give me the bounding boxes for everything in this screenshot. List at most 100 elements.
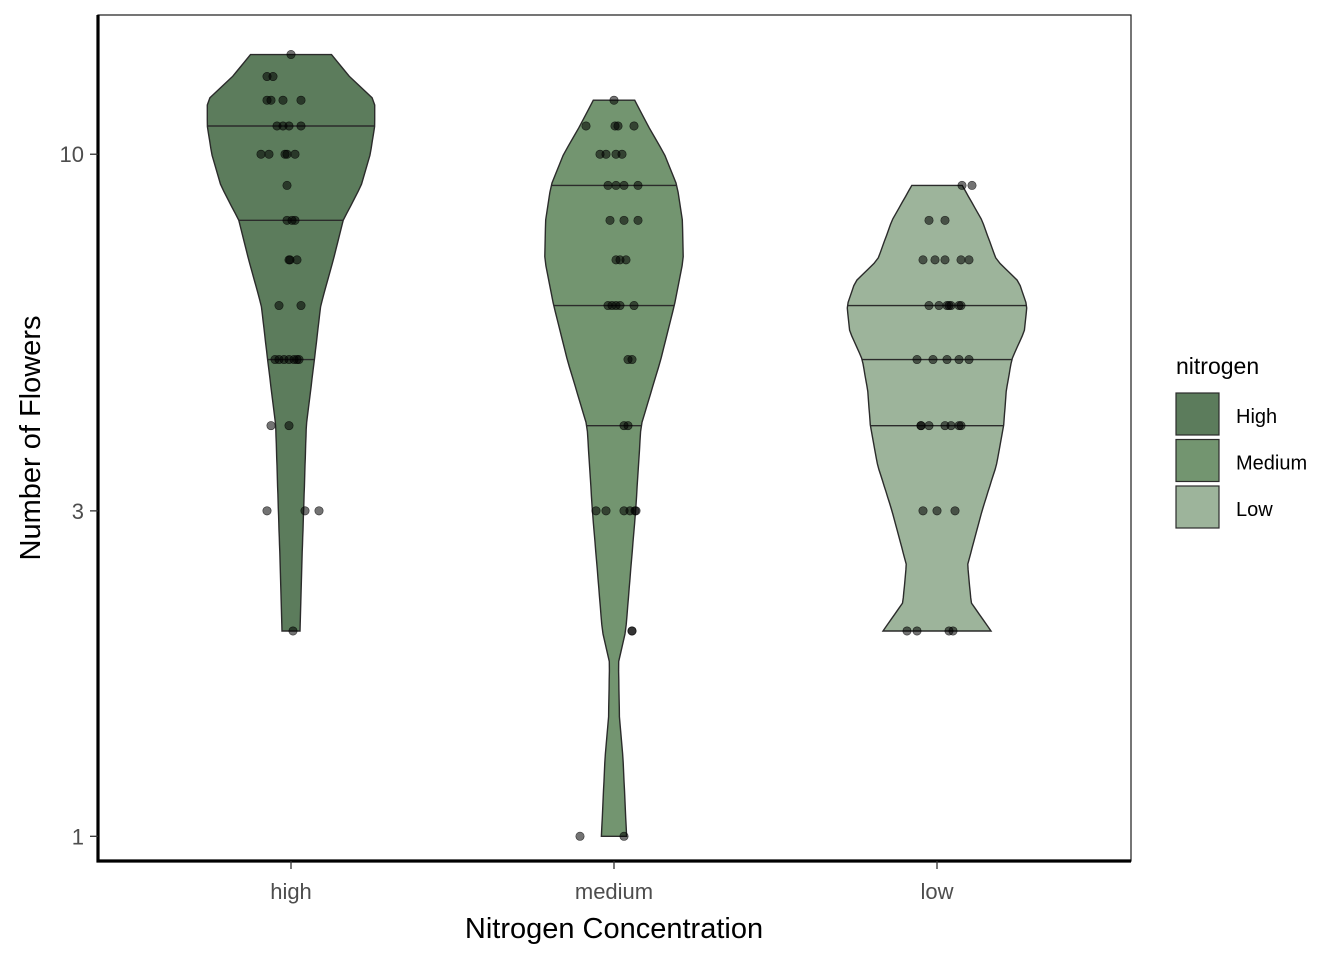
data-point: [292, 255, 302, 265]
x-tick-label: low: [920, 879, 953, 904]
data-point: [633, 215, 643, 225]
violin-high: [206, 53, 376, 632]
y-tick-label: 10: [60, 142, 84, 167]
data-point: [930, 255, 940, 265]
data-point: [916, 421, 926, 431]
data-point: [619, 180, 629, 190]
violin-group-high: [206, 50, 376, 636]
x-tick-label: high: [270, 879, 312, 904]
legend-key-medium: [1175, 438, 1220, 483]
data-point: [957, 180, 967, 190]
data-point: [610, 121, 620, 131]
data-point: [294, 355, 304, 365]
data-point: [284, 255, 294, 265]
y-axis-title: Number of Flowers: [15, 316, 47, 561]
data-point: [619, 831, 629, 841]
data-point: [627, 355, 637, 365]
data-point: [581, 121, 591, 131]
legend-title: nitrogen: [1176, 353, 1259, 379]
data-point: [964, 255, 974, 265]
data-point: [601, 506, 611, 516]
data-point: [912, 355, 922, 365]
data-point: [284, 355, 294, 365]
data-point: [256, 149, 266, 159]
data-point: [934, 301, 944, 311]
violin-group-medium: [544, 95, 684, 841]
data-point: [274, 301, 284, 311]
data-point: [288, 626, 298, 636]
data-point: [918, 506, 928, 516]
data-point: [296, 95, 306, 105]
x-axis-title: Nitrogen Concentration: [465, 913, 763, 945]
data-point: [284, 121, 294, 131]
data-point: [629, 121, 639, 131]
data-point: [611, 180, 621, 190]
data-point: [290, 149, 300, 159]
data-point: [956, 255, 966, 265]
violin-group-low: [846, 180, 1028, 636]
data-point: [619, 421, 629, 431]
x-tick-label: medium: [575, 879, 653, 904]
legend-label: Medium: [1236, 453, 1307, 475]
data-point: [286, 50, 296, 60]
axes: 1 3 10 high medium low: [60, 15, 1131, 904]
data-point: [282, 149, 292, 159]
data-point: [264, 149, 274, 159]
data-point: [964, 355, 974, 365]
data-point: [278, 95, 288, 105]
data-point: [296, 301, 306, 311]
data-point: [615, 301, 625, 311]
data-point: [924, 421, 934, 431]
data-point: [946, 421, 956, 431]
data-point: [954, 421, 964, 431]
data-point: [314, 506, 324, 516]
data-point: [300, 506, 310, 516]
violin-medium: [544, 99, 684, 837]
data-point: [603, 301, 613, 311]
data-point: [619, 506, 629, 516]
data-point: [627, 626, 637, 636]
data-point: [633, 180, 643, 190]
plot-area: [97, 14, 1132, 862]
data-point: [282, 215, 292, 225]
legend-key-high: [1175, 392, 1220, 436]
data-point: [967, 180, 977, 190]
data-point: [605, 215, 615, 225]
data-point: [912, 626, 922, 636]
data-point: [918, 255, 928, 265]
data-point: [629, 301, 639, 311]
data-point: [928, 355, 938, 365]
data-point: [609, 95, 619, 105]
data-point: [603, 180, 613, 190]
data-point: [954, 355, 964, 365]
data-point: [942, 355, 952, 365]
data-point: [296, 121, 306, 131]
y-tick-label: 1: [72, 824, 84, 849]
data-point: [621, 255, 631, 265]
data-point: [942, 301, 952, 311]
data-point: [619, 215, 629, 225]
data-point: [950, 506, 960, 516]
data-point: [266, 421, 276, 431]
y-tick-label: 3: [72, 499, 84, 524]
data-point: [956, 301, 966, 311]
data-point: [932, 506, 942, 516]
legend-label: High: [1236, 406, 1277, 428]
data-point: [631, 506, 641, 516]
data-point: [611, 149, 621, 159]
data-point: [272, 121, 282, 131]
data-point: [940, 215, 950, 225]
data-point: [924, 215, 934, 225]
data-point: [282, 180, 292, 190]
data-point: [924, 301, 934, 311]
violin-low: [846, 184, 1028, 632]
data-point: [575, 831, 585, 841]
data-point: [940, 255, 950, 265]
data-point: [591, 506, 601, 516]
legend-label: Low: [1236, 499, 1273, 521]
data-point: [902, 626, 912, 636]
data-point: [268, 72, 278, 82]
data-point: [262, 506, 272, 516]
